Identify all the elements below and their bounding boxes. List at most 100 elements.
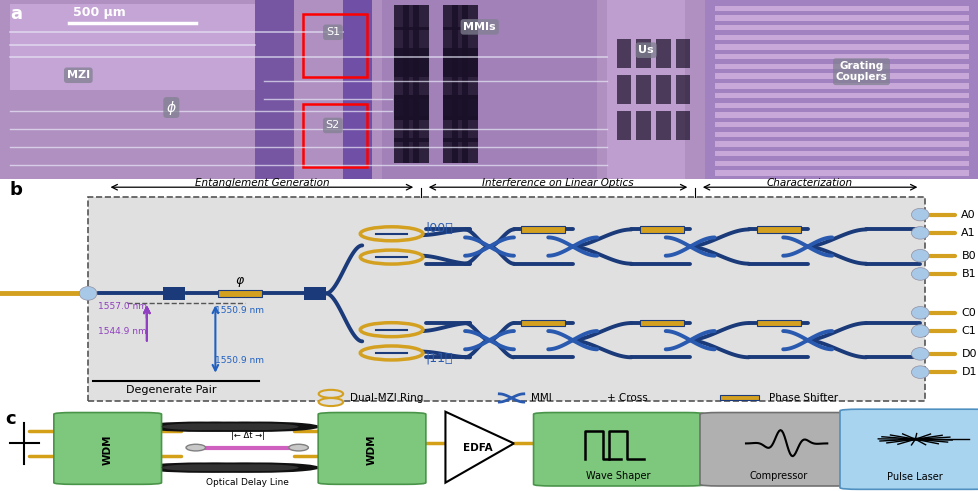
Ellipse shape (911, 226, 928, 239)
Bar (403, 95, 419, 120)
Circle shape (161, 423, 240, 430)
Bar (714, 93, 968, 98)
Bar (714, 54, 968, 59)
Text: WDM: WDM (367, 434, 377, 464)
Circle shape (199, 422, 320, 432)
Bar (462, 27, 477, 52)
Ellipse shape (360, 227, 422, 241)
Bar (393, 116, 409, 141)
Circle shape (169, 463, 290, 473)
Bar (442, 27, 458, 52)
Bar (452, 49, 467, 74)
Bar (675, 75, 689, 104)
Ellipse shape (911, 249, 928, 262)
Bar (413, 74, 428, 99)
Bar (452, 95, 467, 120)
FancyBboxPatch shape (54, 412, 161, 484)
Bar (452, 74, 467, 99)
Bar (452, 95, 467, 120)
Bar (452, 5, 467, 30)
Text: D0: D0 (960, 349, 976, 359)
Text: S2: S2 (326, 120, 339, 131)
FancyBboxPatch shape (318, 412, 425, 484)
Bar (381, 0, 597, 179)
Text: φ: φ (236, 274, 244, 287)
Text: Degenerate Pair: Degenerate Pair (126, 385, 216, 395)
Bar (452, 52, 467, 77)
Circle shape (140, 463, 261, 473)
Circle shape (191, 464, 269, 471)
Bar (393, 95, 409, 120)
Bar (714, 74, 968, 79)
Ellipse shape (360, 346, 422, 360)
Bar (655, 75, 670, 104)
Bar (640, 320, 684, 326)
Bar (714, 15, 968, 21)
Bar (714, 45, 968, 50)
Text: |11〉: |11〉 (425, 352, 453, 365)
Text: |00〉: |00〉 (425, 222, 453, 235)
Text: B0: B0 (960, 251, 975, 261)
Text: EDFA: EDFA (463, 442, 492, 453)
Text: A0: A0 (960, 210, 975, 219)
Bar (520, 320, 565, 326)
Bar (303, 104, 367, 166)
Text: C1: C1 (960, 326, 975, 336)
Bar (163, 287, 185, 300)
Text: Compressor: Compressor (748, 471, 807, 481)
Text: Pulse Laser: Pulse Laser (887, 472, 942, 482)
Bar (403, 27, 419, 52)
Bar (655, 111, 670, 140)
Bar (757, 226, 800, 233)
Ellipse shape (911, 306, 928, 319)
Text: S1: S1 (326, 27, 339, 37)
Bar (714, 151, 968, 156)
Text: Grating
Couplers: Grating Couplers (835, 61, 886, 82)
Bar (442, 74, 458, 99)
Bar (413, 116, 428, 141)
Bar (442, 116, 458, 141)
Ellipse shape (911, 366, 928, 379)
Bar (616, 39, 631, 68)
Text: Dual-MZI Ring: Dual-MZI Ring (350, 393, 423, 403)
Bar (442, 95, 458, 120)
Bar (403, 74, 419, 99)
Bar (714, 112, 968, 117)
Ellipse shape (319, 390, 343, 398)
Text: MZI: MZI (67, 70, 90, 80)
Bar (616, 111, 631, 140)
FancyBboxPatch shape (88, 197, 924, 401)
Bar (413, 138, 428, 163)
Bar (393, 95, 409, 120)
Circle shape (161, 464, 240, 471)
Bar (462, 95, 477, 120)
Bar (462, 95, 477, 120)
Circle shape (199, 463, 320, 473)
Bar (462, 74, 477, 99)
Bar (462, 5, 477, 30)
Ellipse shape (289, 444, 308, 451)
Text: Wave Shaper: Wave Shaper (586, 471, 650, 481)
Bar (442, 95, 458, 120)
Circle shape (140, 422, 261, 432)
Bar (462, 49, 477, 74)
Text: C0: C0 (960, 308, 975, 318)
Bar (714, 170, 968, 176)
Bar (413, 27, 428, 52)
Bar (413, 95, 428, 120)
Bar (714, 6, 968, 11)
Bar (403, 49, 419, 74)
Ellipse shape (360, 250, 422, 264)
Bar (393, 5, 409, 30)
Bar (342, 0, 372, 179)
Bar (714, 103, 968, 108)
Bar (714, 132, 968, 137)
Bar (520, 226, 565, 233)
Bar (413, 52, 428, 77)
Bar (675, 39, 689, 68)
Circle shape (169, 422, 290, 432)
Bar (403, 95, 419, 120)
Bar (714, 25, 968, 30)
Text: Interference on Linear Optics: Interference on Linear Optics (482, 178, 633, 188)
Bar (403, 138, 419, 163)
